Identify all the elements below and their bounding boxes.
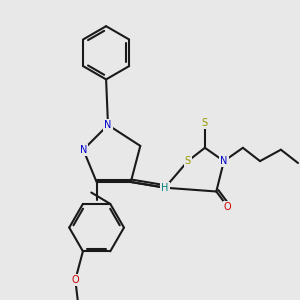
- Text: O: O: [224, 202, 232, 212]
- Text: O: O: [71, 275, 79, 285]
- Text: S: S: [202, 118, 208, 128]
- Text: S: S: [185, 156, 191, 166]
- Text: N: N: [80, 145, 87, 155]
- Text: H: H: [161, 183, 169, 193]
- Text: N: N: [220, 156, 228, 166]
- Text: N: N: [104, 120, 112, 130]
